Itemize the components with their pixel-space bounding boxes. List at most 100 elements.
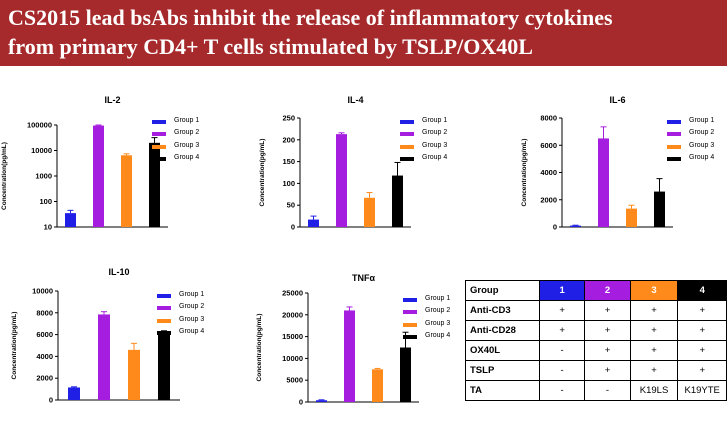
legend-swatch [403,310,417,315]
bar [570,225,581,227]
bar [121,155,132,227]
group-1-header: 1 [538,280,586,301]
title-banner: CS2015 lead bsAbs inhibit the release of… [0,0,727,66]
chart-title: TNFα [352,273,375,283]
bar [98,314,110,400]
table-cell: - [584,380,631,401]
group-table-header-row: Group 1 2 3 4 [465,280,727,301]
y-tick-label: 0 [553,223,557,232]
bar [598,138,609,227]
tnfa-chart: TNFα Concentration(pg/mL) 0 5000 10000 15000 2… [256,273,419,407]
legend-label: Group 1 [422,117,448,124]
table-cell: + [629,340,679,361]
legend-label: Group 4 [689,153,715,161]
legend-swatch [152,156,166,161]
group-table: Group 1 2 3 4 Anti-CD3 + + + + Anti-CD28… [465,280,727,401]
row-label: TA [465,380,540,401]
table-cell: + [584,320,631,341]
bar [65,213,76,227]
y-tick-label: 0 [49,396,53,405]
legend-label: Group 2 [174,129,200,137]
y-tick-label: 2000 [540,195,557,204]
legend-label: Group 1 [689,117,715,124]
bar [626,208,637,227]
bar [93,125,104,227]
table-cell: - [538,340,586,361]
y-axis-label: Concentration(pg/mL) [259,139,266,207]
y-tick-label: 0 [299,398,303,407]
chart-title: IL-6 [609,95,625,105]
y-tick-label: 10000 [282,354,303,363]
y-tick-label: 150 [282,157,295,166]
legend-swatch [400,132,414,137]
group-4-header: 4 [677,280,727,301]
y-tick-label: 50 [287,201,295,210]
bar [400,347,411,402]
legend-label: Group 1 [174,117,200,124]
legend-label: Group 3 [174,141,200,149]
y-tick-label: 25000 [282,289,303,298]
legend-label: Group 4 [425,331,451,339]
y-tick-label: 250 [282,114,295,123]
chart-title: IL-2 [104,95,120,105]
il2-chart: IL-2 Concentration(pg/mL) 10 100 1000 10000 10… [1,95,168,232]
legend-swatch [152,144,166,149]
y-tick-label: 2000 [36,374,53,383]
legend-swatch [152,120,166,124]
legend-swatch [400,120,414,124]
legend-swatch [403,334,417,339]
y-tick-label: 4000 [36,352,53,361]
legend-label: Group 2 [689,129,715,137]
table-cell: + [538,300,586,321]
bar [68,387,80,400]
legend-label: Group 4 [179,327,205,335]
row-label: OX40L [465,340,540,361]
bar [158,334,170,400]
y-tick-label: 6000 [36,330,53,339]
chart-title: IL-4 [347,95,363,105]
y-tick-label: 0 [291,223,295,232]
legend-swatch [403,298,417,302]
legend-swatch [403,322,417,327]
legend-swatch [157,330,171,335]
legend-swatch [667,144,681,149]
y-tick-label: 100 [282,179,295,188]
row-label: Anti-CD28 [465,320,540,341]
table-cell: + [629,320,679,341]
title-line-1: CS2015 lead bsAbs inhibit the release of… [8,5,613,30]
y-tick-label: 6000 [540,141,557,150]
legend-swatch [152,132,166,137]
bar [308,219,319,227]
chart-title: IL-10 [108,267,129,277]
table-cell: + [629,300,679,321]
y-tick-label: 8000 [36,308,53,317]
y-axis-label: Concentration(pg/mL) [521,139,528,207]
table-cell: + [629,360,679,381]
legend-label: Group 1 [425,295,451,302]
table-cell: K19LS [629,380,679,401]
il10-chart: IL-10 Concentration(pg/mL) 0 2000 4000 6000 80… [11,267,180,405]
bar [392,175,403,227]
y-tick-label: 10000 [31,146,52,155]
legend-label: Group 1 [179,291,205,298]
table-cell: + [538,320,586,341]
y-tick-label: 15000 [282,332,303,341]
y-tick-label: 5000 [286,376,303,385]
y-tick-label: 10000 [32,287,53,296]
legend-label: Group 4 [422,153,448,161]
legend-swatch [667,156,681,161]
legend-swatch [157,306,171,311]
table-row: TA - - K19LS K19YTE [465,380,727,401]
y-tick-label: 1000 [35,172,52,181]
legend-label: Group 3 [422,141,448,149]
bar [336,134,347,227]
y-tick-label: 100 [39,197,52,206]
y-tick-label: 4000 [540,168,557,177]
y-tick-label: 8000 [540,114,557,123]
title-line-2: from primary CD4+ T cells stimulated by … [8,34,533,59]
bar [364,197,375,227]
table-row: Anti-CD28 + + + + [465,320,727,341]
legend-label: Group 2 [422,129,448,137]
legend-label: Group 4 [174,153,200,161]
legend-swatch [667,132,681,137]
